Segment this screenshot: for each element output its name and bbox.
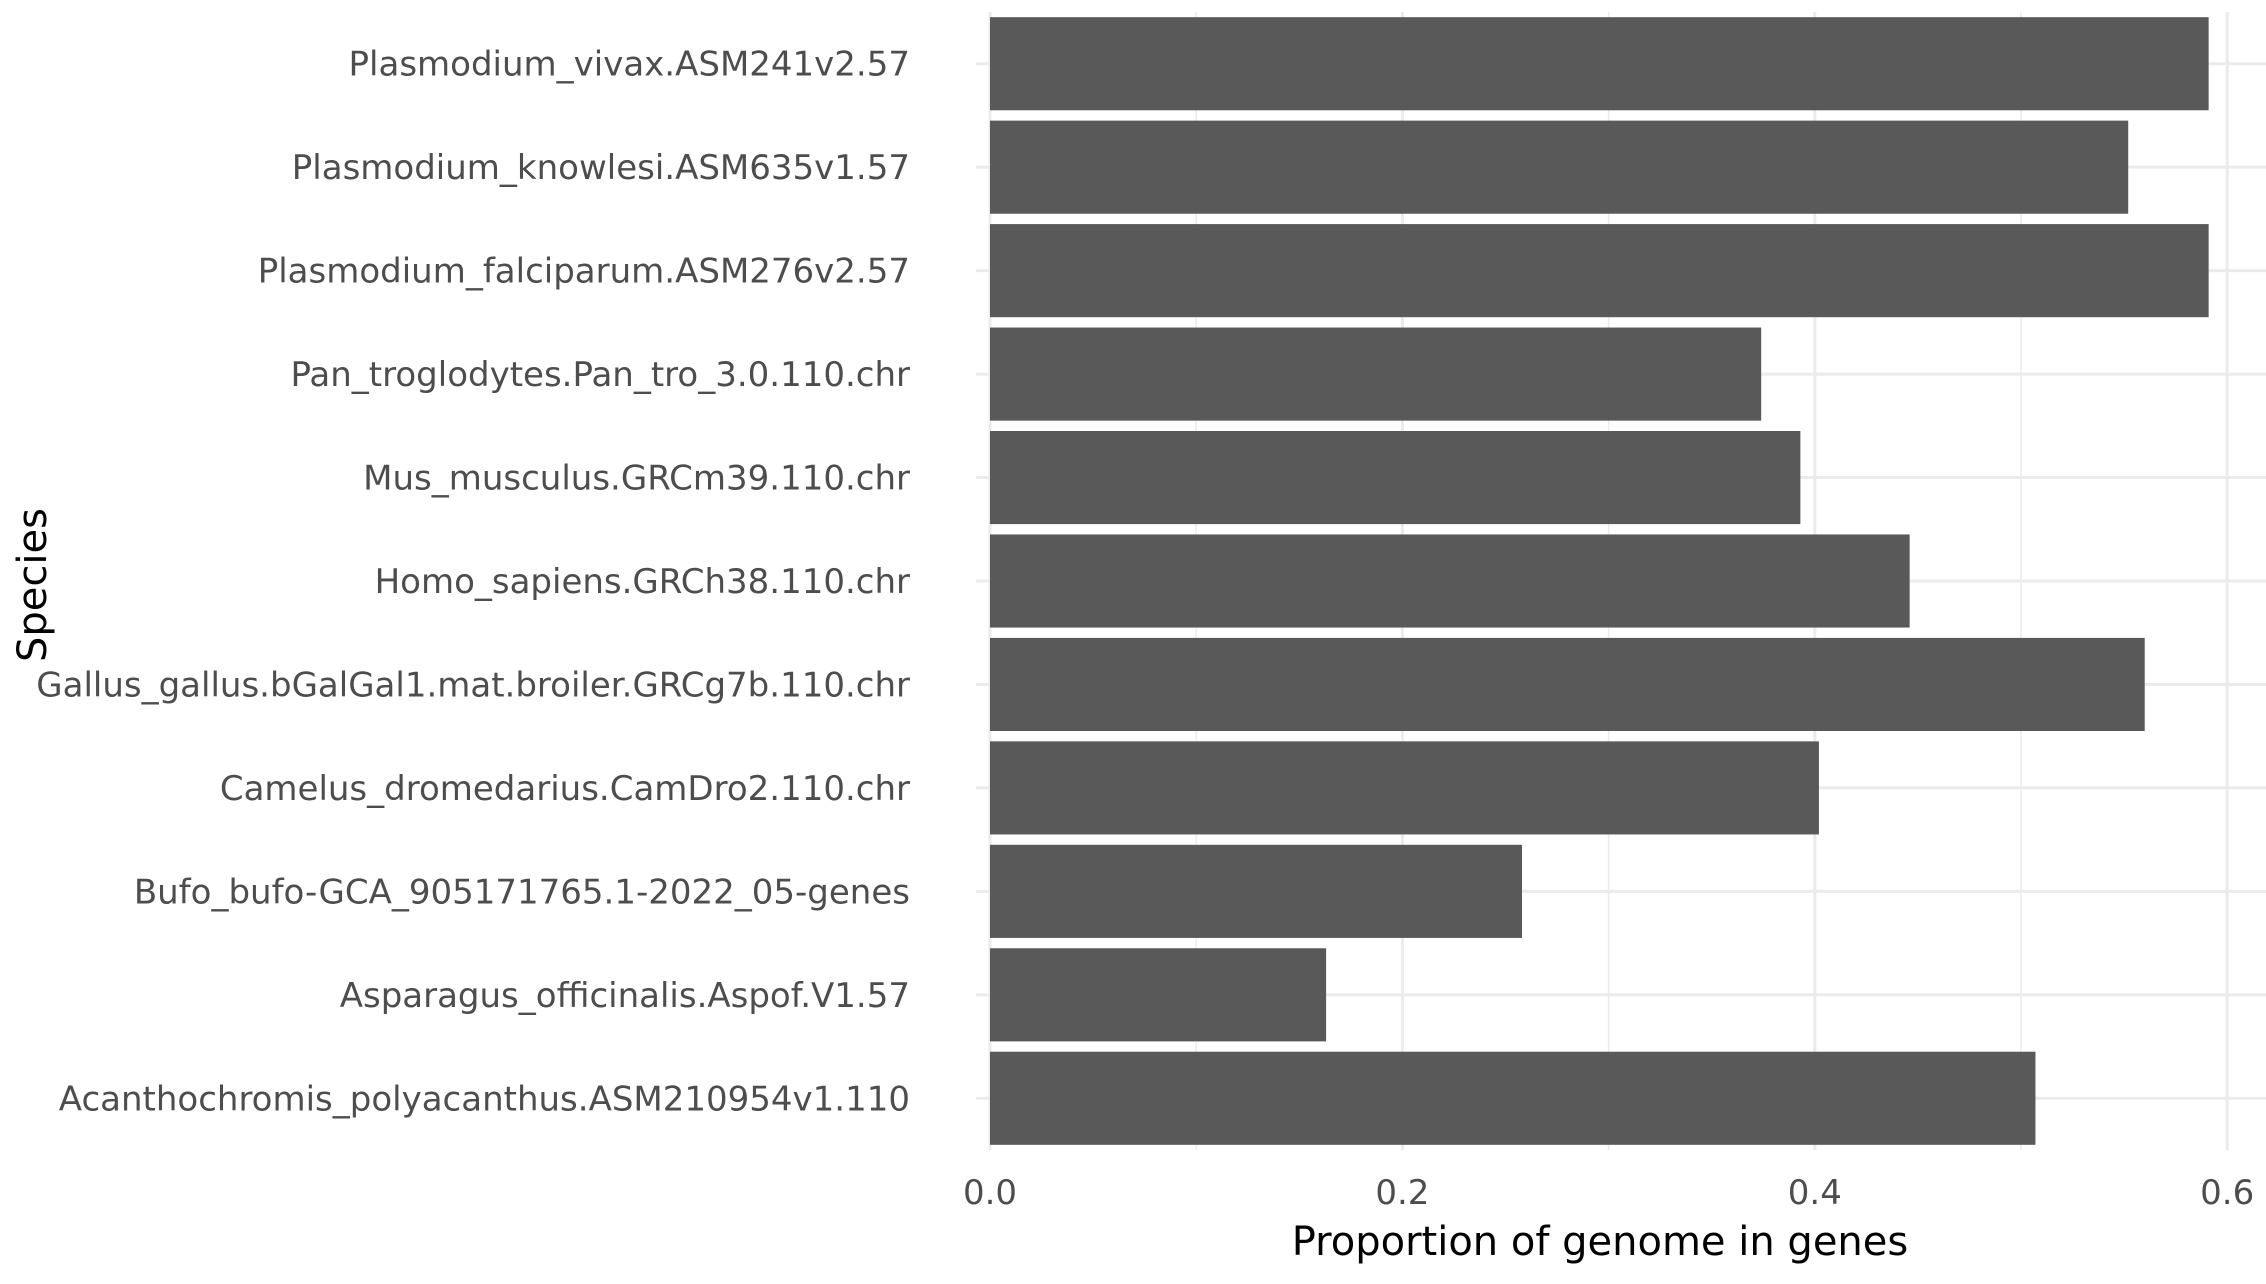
bar [990,741,1819,835]
bars [990,17,2209,1145]
x-axis-title: Proportion of genome in genes [1292,1219,1908,1265]
x-tick-label: 0.2 [1375,1173,1429,1213]
y-tick-label: Camelus_dromedarius.CamDro2.110.chr [220,769,910,809]
y-tick-label: Acanthochromis_polyacanthus.ASM210954v1.… [59,1079,910,1119]
bar [990,120,2129,214]
bar [990,948,1327,1042]
y-axis-title: Species [10,508,56,662]
x-tick-label: 0.6 [2200,1173,2254,1213]
y-tick-label: Plasmodium_knowlesi.ASM635v1.57 [292,148,910,188]
bar [990,224,2209,318]
bar [990,430,1801,525]
y-tick-label: Homo_sapiens.GRCh38.110.chr [375,562,910,602]
x-tick-labels: 0.0 0.2 0.4 0.6 [963,1173,2254,1213]
x-tick-label: 0.0 [963,1173,1017,1213]
y-tick-label: Mus_musculus.GRCm39.110.chr [363,459,910,499]
bar [990,534,1910,628]
bar [990,1051,2036,1145]
bar [990,327,1762,421]
y-tick-labels: Acanthochromis_polyacanthus.ASM210954v1.… [36,45,910,1120]
y-tick-label: Pan_troglodytes.Pan_tro_3.0.110.chr [290,355,910,395]
bar [990,844,1522,938]
x-tick-label: 0.4 [1788,1173,1842,1213]
bar [990,637,2145,732]
bar [990,17,2209,111]
y-tick-label: Gallus_gallus.bGalGal1.mat.broiler.GRCg7… [36,665,910,705]
y-tick-label: Plasmodium_vivax.ASM241v2.57 [349,45,910,85]
y-tick-label: Bufo_bufo-GCA_905171765.1-2022_05-genes [134,872,910,912]
y-tick-label: Asparagus_officinalis.Aspof.V1.57 [340,976,910,1016]
y-tick-label: Plasmodium_falciparum.ASM276v2.57 [258,252,910,292]
